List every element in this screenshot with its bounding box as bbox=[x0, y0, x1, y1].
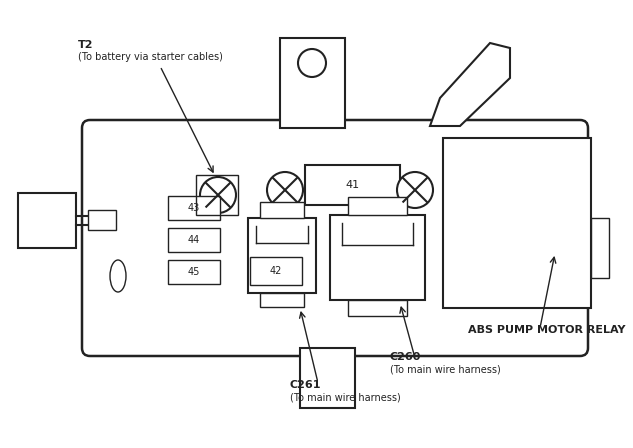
Text: C261: C261 bbox=[290, 380, 322, 390]
Bar bbox=[260, 293, 304, 307]
Bar bbox=[300, 348, 355, 408]
Text: 42: 42 bbox=[270, 266, 282, 276]
Bar bbox=[250, 257, 302, 285]
Text: (To main wire harness): (To main wire harness) bbox=[290, 392, 401, 402]
Circle shape bbox=[200, 177, 236, 213]
Bar bbox=[305, 165, 400, 205]
Bar bbox=[248, 218, 316, 293]
Bar bbox=[168, 228, 220, 252]
Text: 41: 41 bbox=[345, 180, 359, 190]
Bar bbox=[348, 300, 407, 316]
Circle shape bbox=[397, 172, 433, 208]
Bar bbox=[168, 196, 220, 220]
Bar bbox=[330, 215, 425, 300]
Bar bbox=[348, 197, 407, 215]
Text: 45: 45 bbox=[188, 267, 200, 277]
Bar bbox=[196, 175, 238, 215]
Bar bbox=[18, 193, 76, 248]
Text: T2: T2 bbox=[78, 40, 94, 50]
Text: (To main wire harness): (To main wire harness) bbox=[390, 364, 501, 374]
Bar bbox=[88, 210, 116, 230]
FancyBboxPatch shape bbox=[82, 120, 588, 356]
Circle shape bbox=[267, 172, 303, 208]
Bar bbox=[280, 38, 345, 128]
Circle shape bbox=[298, 49, 326, 77]
Text: 44: 44 bbox=[188, 235, 200, 245]
Text: 43: 43 bbox=[188, 203, 200, 213]
Polygon shape bbox=[430, 43, 510, 126]
Bar bbox=[443, 138, 591, 308]
Text: ABS PUMP MOTOR RELAY: ABS PUMP MOTOR RELAY bbox=[468, 325, 625, 335]
Bar bbox=[591, 218, 609, 278]
Text: C260: C260 bbox=[390, 352, 422, 362]
Bar bbox=[260, 202, 304, 218]
Bar bbox=[168, 260, 220, 284]
Text: (To battery via starter cables): (To battery via starter cables) bbox=[78, 52, 223, 62]
